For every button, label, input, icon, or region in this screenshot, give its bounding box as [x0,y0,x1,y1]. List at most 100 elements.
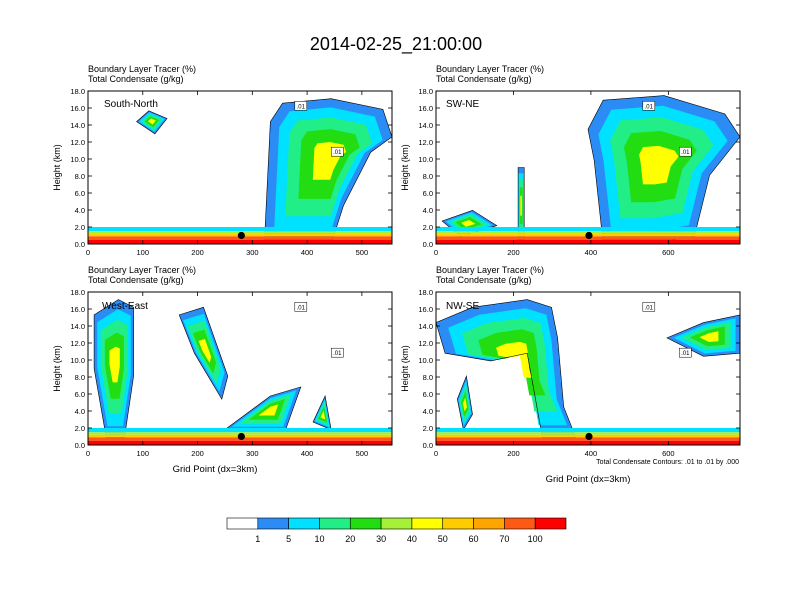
panel-frame [87,291,393,446]
x-tick-label: 400 [585,449,598,458]
location-marker [585,231,593,240]
x-tick-label: 100 [137,248,150,257]
panel-header-line1: Boundary Layer Tracer (%) [88,64,196,74]
panel-field: .01 .01 [88,98,392,244]
y-tick-label: 4.0 [75,407,85,416]
contour-label-box [294,302,308,312]
x-tick-label: 600 [662,248,675,257]
y-tick-label: 8.0 [75,373,85,382]
y-tick-label: 16.0 [70,305,85,314]
contour-label-box [679,146,692,157]
y-tick-label: 10.0 [418,356,433,365]
y-tick-label: 4.0 [423,206,433,215]
colorbar-box [226,517,259,530]
panel-header-line2: Total Condensate (g/kg) [88,74,184,84]
colorbar-label: 20 [345,534,355,544]
plume-band-yellow [520,195,522,216]
boundary-layer-band [88,428,392,433]
boundary-layer-band [436,440,740,445]
y-tick-label: 0.0 [75,240,85,249]
colorbar-label: 30 [376,534,386,544]
plume-band-yellow [320,410,326,420]
condensate-contour [456,374,473,431]
colorbar-box [534,517,567,530]
plume-band-yellow [147,118,156,125]
contour-label: .01 [297,104,306,110]
colorbar-box [380,517,413,530]
colorbar-box [349,517,382,530]
y-tick-label: 18.0 [70,87,85,96]
contour-label: .01 [645,305,654,311]
y-axis-label: Height (km) [52,144,62,191]
condensate-contour [263,98,392,244]
y-tick-label: 8.0 [423,172,433,181]
plume-band-yellow [639,145,679,185]
contour-label-box [642,302,656,312]
panel-label: West-East [102,301,148,312]
plume-band-yellow [258,404,279,416]
y-tick-label: 10.0 [418,155,433,164]
condensate-contour [93,299,134,438]
y-tick-label: 6.0 [423,189,433,198]
y-tick-label: 14.0 [70,121,85,130]
y-tick-label: 0.0 [75,441,85,450]
x-tick-label: 400 [585,248,598,257]
y-axis-label: Height (km) [400,345,410,392]
panel-header-line2: Total Condensate (g/kg) [88,275,184,285]
condensate-contour [178,306,229,400]
boundary-layer-band [88,440,392,445]
panel-label: SW-NE [446,99,479,110]
x-tick-label: 200 [191,449,204,458]
colorbar-box [442,517,474,530]
plume-band-yellow [109,346,120,383]
panel-nw-se: Boundary Layer Tracer (%)Total Condensat… [400,265,741,485]
plume-band-yellow [461,220,476,227]
boundary-layer-band [436,227,740,232]
y-tick-label: 8.0 [423,373,433,382]
y-tick-label: 4.0 [75,206,85,215]
boundary-layer-band [88,227,392,232]
condensate-contour [312,395,332,431]
location-marker [237,231,245,240]
panel-sw-ne: Boundary Layer Tracer (%)Total Condensat… [400,64,741,257]
x-tick-label: 500 [356,248,369,257]
y-axis-label: Height (km) [400,144,410,191]
plume-band-yellow [699,331,719,342]
x-axis-label: Grid Point (dx=3km) [546,474,631,485]
panel-field: .01 .01 [436,95,740,244]
y-tick-label: 14.0 [418,322,433,331]
y-tick-label: 14.0 [418,121,433,130]
panel-field: .01 .01 [88,299,392,445]
colorbar-label: 1 [255,534,260,544]
y-tick-label: 12.0 [70,339,85,348]
x-tick-label: 300 [246,248,259,257]
plume-band-yellow [198,339,212,363]
colorbar-box [473,517,505,530]
panel-header-line2: Total Condensate (g/kg) [436,275,532,285]
y-tick-label: 12.0 [418,339,433,348]
colorbar-box [288,517,320,530]
panel-header-line1: Boundary Layer Tracer (%) [88,265,196,275]
panel-south-north: Boundary Layer Tracer (%)Total Condensat… [52,64,393,257]
x-tick-label: 400 [301,449,314,458]
colorbar-label: 70 [499,534,509,544]
colorbar-label: 100 [528,534,543,544]
contour-label-box [642,101,656,111]
condensate-contour [666,314,740,357]
contour-label: .01 [297,305,306,311]
plume-band-yellow [496,341,533,378]
colorbar-label: 50 [438,534,448,544]
x-tick-label: 200 [507,449,520,458]
x-tick-label: 600 [662,449,675,458]
y-tick-label: 4.0 [423,407,433,416]
y-tick-label: 14.0 [70,322,85,331]
colorbar-label: 5 [286,534,291,544]
panel-frame [87,90,393,245]
y-tick-label: 6.0 [75,189,85,198]
contour-label: .01 [681,351,690,357]
y-tick-label: 8.0 [75,172,85,181]
colorbar: 1 5 10 20 30 40 50 60 70 100 [226,517,567,544]
location-marker [237,432,245,441]
x-tick-label: 400 [301,248,314,257]
